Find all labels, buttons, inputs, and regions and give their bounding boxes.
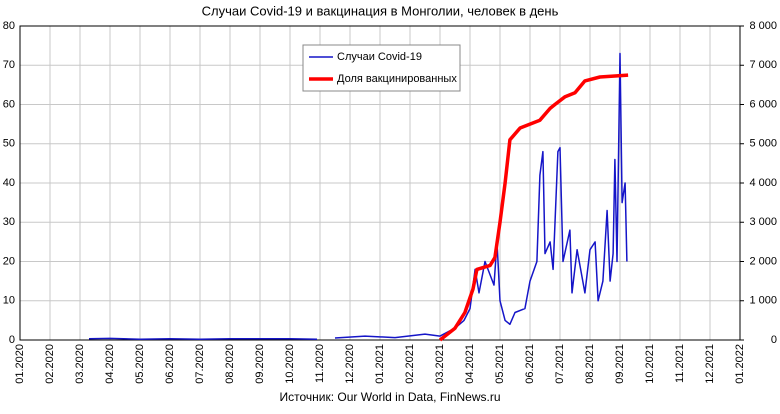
y-tick-label: 40 <box>3 177 15 189</box>
x-tick-label: 03.2020 <box>74 344 86 384</box>
x-tick-label: 06.2021 <box>524 344 536 384</box>
chart-title: Случаи Covid-19 и вакцинация в Монголии,… <box>202 3 559 18</box>
x-tick-label: 05.2021 <box>494 344 506 384</box>
y2-tick-label: 7 000 <box>749 59 777 71</box>
x-tick-label: 01.2020 <box>14 344 26 384</box>
y2-tick-label: 6 000 <box>749 98 777 110</box>
y2-tick-label: 3 000 <box>749 216 777 228</box>
x-tick-label: 07.2021 <box>554 344 566 384</box>
x-tick-label: 03.2021 <box>434 344 446 384</box>
x-tick-label: 09.2021 <box>614 344 626 384</box>
y-tick-label: 30 <box>3 216 15 228</box>
series-line <box>438 73 629 342</box>
x-tick-label: 08.2021 <box>584 344 596 384</box>
x-tick-label: 02.2021 <box>404 344 416 384</box>
y-tick-label: 60 <box>3 98 15 110</box>
legend: Случаи Covid-19 Доля вакцинированных <box>302 44 461 92</box>
y2-tick-label: 2 000 <box>749 255 777 267</box>
legend-label: Случаи Covid-19 <box>337 51 422 63</box>
y-tick-label: 10 <box>3 295 15 307</box>
x-tick-label: 02.2020 <box>44 344 56 384</box>
x-tick-label: 01.2021 <box>374 344 386 384</box>
x-tick-label: 11.2020 <box>314 344 326 383</box>
y2-tick-label: 5 000 <box>749 138 777 150</box>
x-tick-label: 01.2022 <box>734 344 746 384</box>
x-tick-label: 10.2020 <box>284 344 296 384</box>
plot-frame <box>19 25 741 341</box>
y-tick-label: 80 <box>3 20 15 32</box>
legend-box <box>302 44 461 92</box>
x-tick-label: 10.2021 <box>644 344 656 384</box>
x-tick-label: 05.2020 <box>134 344 146 384</box>
y-tick-label: 70 <box>3 59 15 71</box>
y2-tick-label: 0 <box>771 334 777 346</box>
x-tick-label: 06.2020 <box>164 344 176 384</box>
x-tick-label: 08.2020 <box>224 344 236 384</box>
y2-tick-label: 8 000 <box>749 20 777 32</box>
y-tick-label: 50 <box>3 138 15 150</box>
x-tick-label: 11.2021 <box>674 344 686 383</box>
x-tick-label: 09.2020 <box>254 344 266 384</box>
x-tick-label: 12.2020 <box>344 344 356 384</box>
y2-tick-label: 1 000 <box>749 295 777 307</box>
legend-label: Доля вакцинированных <box>337 73 457 85</box>
x-tick-label: 04.2021 <box>464 344 476 384</box>
x-tick-label: 04.2020 <box>104 344 116 384</box>
x-tick-label: 07.2020 <box>194 344 206 384</box>
y-tick-label: 0 <box>9 334 15 346</box>
y-tick-label: 20 <box>3 255 15 267</box>
y2-tick-label: 4 000 <box>749 177 777 189</box>
source: Источник: Our World in Data, FinNews.ru <box>279 390 500 404</box>
x-tick-label: 12.2021 <box>704 344 716 384</box>
